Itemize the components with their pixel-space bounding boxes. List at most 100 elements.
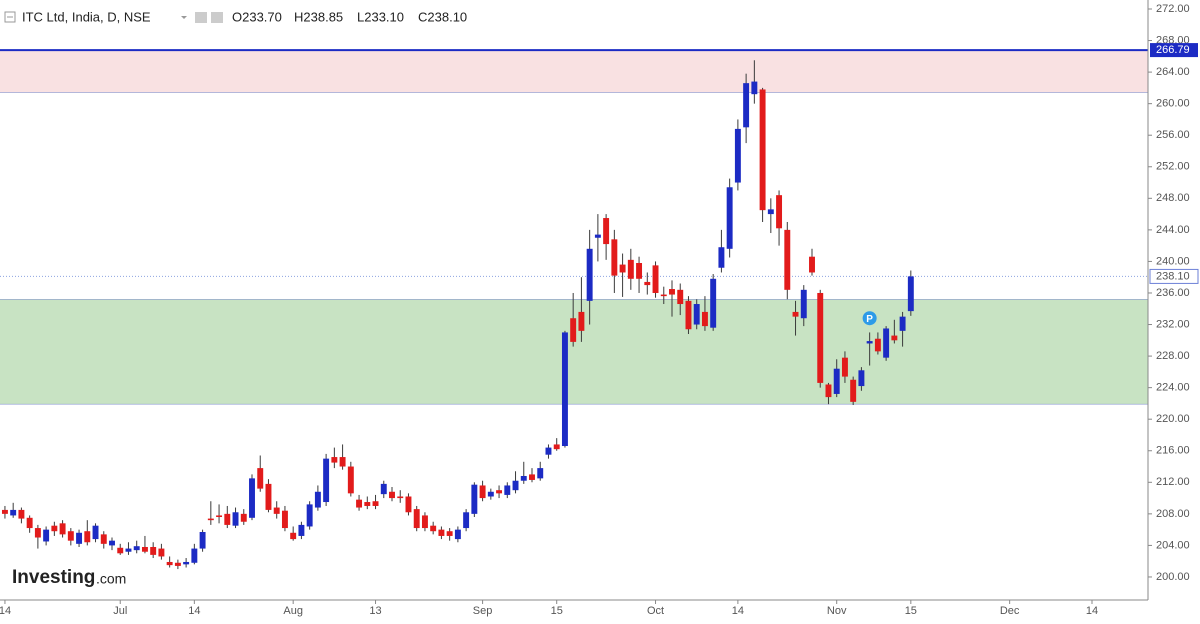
candle-body — [364, 502, 371, 506]
candle-body — [26, 517, 33, 529]
candle-body — [323, 458, 330, 503]
candle-body — [611, 239, 618, 276]
candle-body — [10, 509, 17, 516]
low-value: L233.10 — [357, 9, 404, 24]
candle-body — [224, 513, 231, 525]
candle-body — [413, 509, 420, 529]
y-tick-label: 240.00 — [1156, 255, 1190, 267]
candle-body — [331, 457, 338, 463]
x-tick-label: Oct — [647, 605, 664, 617]
candle-body — [479, 485, 486, 499]
y-tick-label: 248.00 — [1156, 192, 1190, 204]
candle-body — [273, 507, 280, 514]
candle-body — [380, 483, 387, 495]
candle-body — [833, 368, 840, 394]
settings-icon[interactable] — [211, 12, 223, 23]
y-tick-label: 216.00 — [1156, 445, 1190, 457]
candle-body — [603, 218, 610, 245]
candle-body — [84, 531, 91, 543]
y-tick-label: 236.00 — [1156, 287, 1190, 299]
candle-body — [265, 483, 272, 510]
candle-body — [677, 289, 684, 305]
candle-body — [644, 281, 651, 286]
backgrounds — [0, 49, 1148, 405]
candle-body — [619, 264, 626, 273]
candle-body — [18, 509, 25, 519]
candle-body — [67, 531, 74, 541]
last-price-label-bg — [1149, 268, 1199, 284]
high-value: H238.85 — [294, 9, 343, 24]
y-tick-label: 200.00 — [1156, 571, 1190, 583]
x-tick-label: Jul — [113, 605, 127, 617]
candle-body — [405, 496, 412, 513]
candle-body — [627, 259, 634, 279]
candle-body — [537, 468, 544, 479]
candle-body — [158, 548, 165, 557]
candle-body — [92, 525, 99, 540]
candle-body — [1, 509, 8, 514]
candle-body — [586, 248, 593, 301]
y-tick-label: 252.00 — [1156, 161, 1190, 173]
zone — [0, 299, 1148, 405]
y-tick-label: 264.00 — [1156, 66, 1190, 78]
collapse-icon[interactable] — [4, 11, 16, 23]
candle-body — [520, 475, 527, 481]
candle-body — [487, 491, 494, 497]
x-tick-label: 14 — [0, 605, 11, 617]
candle-body — [314, 491, 321, 508]
x-tick-label: Aug — [283, 605, 303, 617]
axes: 200.00 204.00 208.00 212.00 216.00 220.00 224.… — [0, 3, 1199, 617]
y-tick-label: 260.00 — [1156, 98, 1190, 110]
candle-body — [825, 384, 832, 398]
x-tick-label: 14 — [732, 605, 744, 617]
x-tick-label: 13 — [369, 605, 381, 617]
candle-body — [767, 209, 774, 215]
candle-body — [570, 318, 577, 342]
candle-body — [743, 83, 750, 128]
candle-body — [397, 496, 404, 499]
candle-body — [800, 289, 807, 319]
candle-body — [43, 529, 50, 542]
y-tick-label: 208.00 — [1156, 508, 1190, 520]
candle-body — [454, 529, 461, 540]
candle-body — [339, 457, 346, 467]
candle-body — [874, 338, 881, 352]
candle-body — [232, 512, 239, 526]
candle-body — [281, 510, 288, 529]
close-value: C238.10 — [418, 9, 467, 24]
candle-body — [109, 540, 115, 546]
dropdown-icon[interactable] — [181, 16, 187, 19]
candle-body — [792, 311, 799, 317]
candle-body — [693, 304, 700, 325]
candle-body — [529, 474, 535, 480]
candle-body — [685, 300, 692, 330]
y-tick-label: 232.00 — [1156, 318, 1190, 330]
candle-body — [100, 534, 107, 544]
eye-icon[interactable] — [195, 12, 207, 23]
candle-body — [430, 525, 437, 532]
candle-body — [734, 128, 741, 183]
candle-body — [718, 247, 725, 268]
candle-body — [907, 276, 914, 312]
candle-body — [545, 447, 552, 455]
header: ITC Ltd, India, D, NSE O233.70 H238.85 L… — [0, 0, 480, 34]
candle-body — [710, 278, 717, 328]
candle-body — [726, 187, 733, 249]
x-tick-label: 14 — [188, 605, 200, 617]
candle-body — [199, 532, 206, 549]
candles: P — [1, 60, 914, 570]
x-tick-label: Nov — [827, 605, 847, 617]
candle-body — [776, 195, 783, 229]
candle-body — [389, 491, 395, 499]
candle-body — [356, 499, 363, 508]
x-tick-label: Sep — [473, 605, 493, 617]
candle-body — [298, 524, 305, 536]
symbol-title: ITC Ltd, India, D, NSE — [22, 9, 151, 24]
candle-body — [891, 335, 898, 341]
candle-body — [504, 485, 511, 495]
candle-body — [669, 289, 675, 295]
candle-body — [290, 532, 297, 540]
candle-body — [594, 234, 601, 238]
